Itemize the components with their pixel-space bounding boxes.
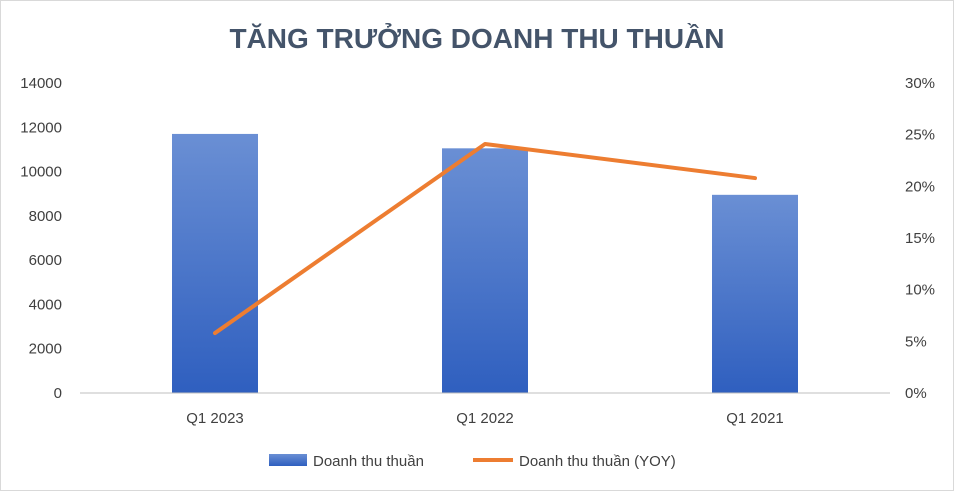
bar xyxy=(172,133,258,393)
x-tick-label: Q1 2022 xyxy=(456,410,514,427)
y-left-tick-label: 10000 xyxy=(20,164,62,181)
y-left-tick-label: 6000 xyxy=(29,252,62,269)
y-right-tick-label: 5% xyxy=(905,333,927,350)
legend-swatch-bar xyxy=(269,454,307,466)
legend-label-bar: Doanh thu thuần xyxy=(313,453,424,470)
chart-title: TĂNG TRƯỞNG DOANH THU THUẦN xyxy=(229,22,724,54)
x-tick-label: Q1 2023 xyxy=(186,410,244,427)
y-left-tick-label: 2000 xyxy=(29,341,62,358)
y-right-tick-label: 25% xyxy=(905,127,935,144)
bar xyxy=(442,148,528,393)
y-left-tick-label: 12000 xyxy=(20,119,62,136)
y-right-tick-label: 15% xyxy=(905,230,935,247)
y-left-tick-label: 8000 xyxy=(29,208,62,225)
x-tick-label: Q1 2021 xyxy=(726,410,784,427)
y-right-tick-label: 30% xyxy=(905,75,935,92)
bar xyxy=(712,194,798,393)
y-right-tick-label: 10% xyxy=(905,282,935,299)
legend-label-line: Doanh thu thuần (YOY) xyxy=(519,453,676,470)
y-left-tick-label: 4000 xyxy=(29,296,62,313)
y-right-tick-label: 0% xyxy=(905,385,927,402)
plot-area: 0 2000 4000 6000 8000 10000 12000 14000 0% 5% 10% 1… xyxy=(20,75,935,427)
y-left-tick-label: 14000 xyxy=(20,75,62,92)
y-right-tick-label: 20% xyxy=(905,178,935,195)
legend: Doanh thu thuần Doanh thu thuần (YOY) xyxy=(269,453,676,470)
y-left-tick-label: 0 xyxy=(54,385,62,402)
